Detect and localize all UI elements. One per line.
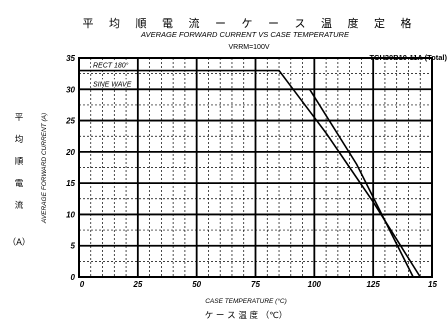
x-axis-label-jp: ケ ー ス 温 度 （℃） — [205, 310, 288, 321]
x-tick-label: 15 — [428, 280, 437, 289]
plot-border — [78, 57, 433, 278]
x-tick-label: 0 — [80, 280, 85, 289]
series-label-bg — [91, 79, 135, 88]
y-axis-label-jp: 平 均 順 電 流 （A） — [8, 113, 31, 248]
x-tick-label: 125 — [366, 280, 380, 289]
series-label-bg — [91, 60, 135, 69]
series-label: RECT 180° — [93, 62, 129, 70]
y-axis-label-jp-char: 均 — [15, 134, 24, 145]
y-axis-label-jp-char: 電 — [15, 179, 24, 189]
condition-label: VRRM=100V — [228, 44, 269, 51]
y-axis-label-jp-char: 流 — [15, 200, 24, 211]
y-tick-label: 30 — [66, 85, 75, 94]
chart-title-jp: 平 均 順 電 流 ー ケ ー ス 温 度 定 格 — [83, 16, 418, 30]
y-tick-label: 35 — [66, 54, 75, 63]
x-axis-label-en: CASE TEMPERATURE (°C) — [205, 297, 287, 305]
chart-title-en: AVERAGE FORWARD CURRENT VS CASE TEMPERAT… — [140, 30, 350, 39]
series-label: SINE WAVE — [93, 81, 132, 88]
y-axis-label-jp-unit: （A） — [8, 237, 31, 248]
plot-frame — [78, 57, 433, 278]
grid-lines — [79, 58, 432, 277]
x-tick-label: 75 — [251, 280, 260, 289]
y-tick-label: 20 — [65, 148, 75, 157]
x-tick-labels: 0 25 50 75 100 125 15 — [80, 280, 438, 289]
y-axis-label-jp-char: 順 — [15, 157, 24, 167]
x-tick-label: 100 — [308, 280, 322, 289]
y-tick-label: 5 — [71, 242, 76, 251]
y-tick-label: 25 — [65, 117, 75, 126]
series-lines — [79, 69, 421, 278]
series-legend-labels: RECT 180° SINE WAVE — [91, 60, 135, 88]
y-tick-label: 0 — [71, 273, 76, 282]
series-line — [79, 69, 421, 278]
y-tick-label: 10 — [66, 210, 75, 219]
y-tick-labels: 0 5 10 15 20 25 30 35 — [65, 54, 75, 282]
x-tick-label: 50 — [192, 280, 201, 289]
y-axis-label-jp-char: 平 — [15, 113, 24, 123]
y-tick-label: 15 — [66, 179, 75, 188]
series-line — [79, 88, 414, 278]
y-axis-label-en: AVERAGE FORWARD CURRENT (A) — [41, 113, 48, 224]
x-tick-label: 25 — [132, 280, 142, 289]
